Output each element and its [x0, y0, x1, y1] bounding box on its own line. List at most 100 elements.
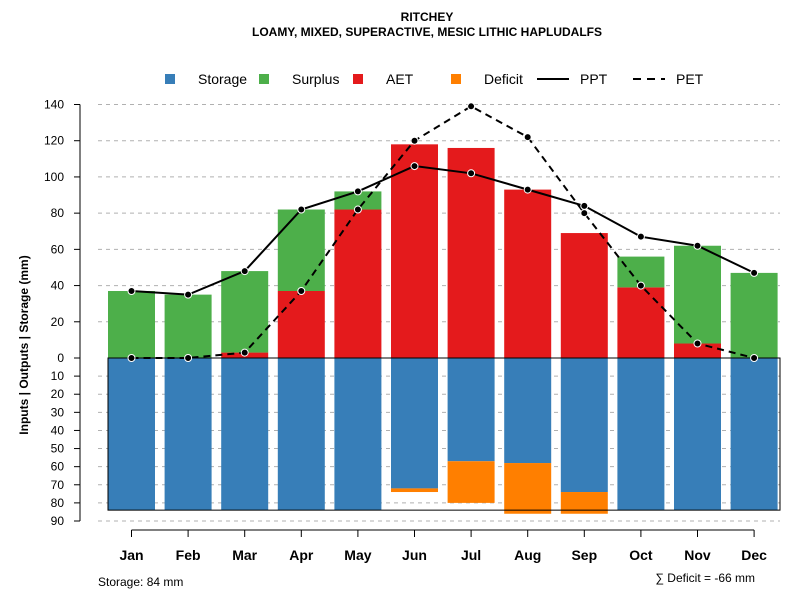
storage-note: Storage: 84 mm	[98, 575, 183, 589]
x-tick-label: Oct	[629, 547, 653, 563]
storage-bar	[108, 358, 155, 511]
x-tick-label: May	[344, 547, 371, 563]
storage-bar	[164, 358, 212, 511]
aet-bar	[391, 144, 438, 358]
y-tick-label: 40	[51, 279, 65, 293]
pet-point	[127, 354, 136, 362]
pet-point	[240, 348, 249, 357]
aet-bar	[504, 189, 552, 358]
y-tick-label: 100	[44, 170, 64, 184]
ppt-point	[297, 205, 306, 214]
ppt-point	[240, 267, 249, 276]
legend-label: PET	[676, 71, 704, 87]
y-tick-label: 60	[51, 242, 65, 256]
ppt-point	[523, 185, 532, 194]
ppt-point	[184, 290, 193, 299]
surplus-bar	[108, 291, 155, 358]
x-tick-label: Jan	[119, 547, 143, 563]
ppt-point	[353, 187, 362, 196]
pet-point	[297, 287, 306, 296]
deficit-bar	[391, 488, 438, 493]
series-lines	[127, 102, 759, 362]
surplus-bar	[674, 245, 721, 344]
chart-title: RITCHEY	[401, 10, 454, 24]
y-tick-label: 80	[51, 496, 65, 510]
pet-point	[693, 339, 702, 348]
ppt-point	[467, 169, 476, 178]
y-tick-label: 40	[51, 423, 65, 437]
legend-label: PPT	[580, 71, 608, 87]
x-tick-label: Apr	[289, 547, 314, 563]
y-tick-label: 0	[57, 351, 64, 365]
storage-bar	[334, 358, 382, 511]
x-tick-label: Jun	[402, 547, 427, 563]
x-tick-label: Sep	[571, 547, 597, 563]
storage-bar	[221, 358, 269, 511]
storage-bar	[617, 358, 665, 511]
storage-bar	[504, 358, 552, 464]
legend-swatch	[165, 74, 175, 84]
y-tick-label: 20	[51, 315, 65, 329]
legend-label: Deficit	[484, 71, 523, 87]
aet-bar	[334, 209, 382, 358]
surplus-bar	[277, 209, 325, 292]
pet-point	[410, 136, 419, 145]
y-tick-label: 80	[51, 206, 65, 220]
ppt-line	[131, 165, 755, 296]
legend-label: Storage	[198, 71, 247, 87]
pet-point	[750, 354, 759, 362]
y-tick-label: 70	[51, 478, 65, 492]
legend-label: AET	[386, 71, 414, 87]
aet-bar	[447, 147, 495, 358]
x-tick-label: Jul	[461, 547, 481, 563]
x-axis: Jan Feb Mar Apr May Jun Jul Aug Sep Oct Nov Dec	[119, 529, 767, 563]
ppt-point	[750, 268, 759, 277]
bars	[107, 144, 781, 514]
pet-point	[184, 354, 193, 362]
aet-bar	[277, 291, 325, 358]
legend-swatch	[451, 74, 461, 84]
pet-point	[353, 205, 362, 214]
y-tick-label: 60	[51, 460, 65, 474]
y-tick-label: 50	[51, 442, 65, 456]
surplus-bar	[164, 294, 212, 358]
y-tick-label: 30	[51, 405, 65, 419]
y-axis: 0 20 40 60 80 100 120 140 10 20 30 40 50 60 70 80 90	[44, 98, 81, 528]
y-axis-label: Inputs | Outputs | Storage (mm)	[17, 255, 31, 434]
aet-bar	[617, 287, 665, 358]
x-tick-label: Nov	[684, 547, 711, 563]
ppt-point	[410, 162, 419, 171]
storage-bar	[447, 358, 495, 462]
ppt-point	[693, 241, 702, 250]
pet-point	[636, 281, 645, 290]
y-tick-label: 120	[44, 134, 64, 148]
deficit-bar	[447, 461, 495, 503]
deficit-bar	[504, 463, 552, 514]
x-tick-label: Mar	[232, 547, 257, 563]
deficit-bar	[560, 492, 608, 514]
pet-point	[523, 133, 532, 142]
storage-bar	[277, 358, 325, 511]
ppt-point	[580, 201, 589, 210]
x-tick-label: Dec	[741, 547, 767, 563]
ppt-point	[127, 287, 136, 296]
storage-bar	[560, 358, 608, 493]
legend-swatch	[353, 74, 363, 84]
pet-point	[580, 209, 589, 218]
legend-swatch	[259, 74, 269, 84]
storage-bar	[674, 358, 721, 511]
ppt-point	[636, 232, 645, 241]
x-tick-label: Feb	[176, 547, 201, 563]
y-tick-label: 90	[51, 514, 65, 528]
surplus-bar	[730, 272, 778, 358]
gridlines	[98, 104, 780, 522]
x-tick-label: Aug	[514, 547, 541, 563]
y-tick-label: 20	[51, 387, 65, 401]
legend: Storage Surplus AET Deficit PPT PET	[165, 71, 704, 87]
legend-label: Surplus	[292, 71, 339, 87]
aet-bar	[560, 233, 608, 358]
chart-subtitle: LOAMY, MIXED, SUPERACTIVE, MESIC LITHIC …	[252, 25, 602, 39]
y-tick-label: 10	[51, 369, 65, 383]
deficit-note: ∑ Deficit = -66 mm	[655, 571, 755, 585]
